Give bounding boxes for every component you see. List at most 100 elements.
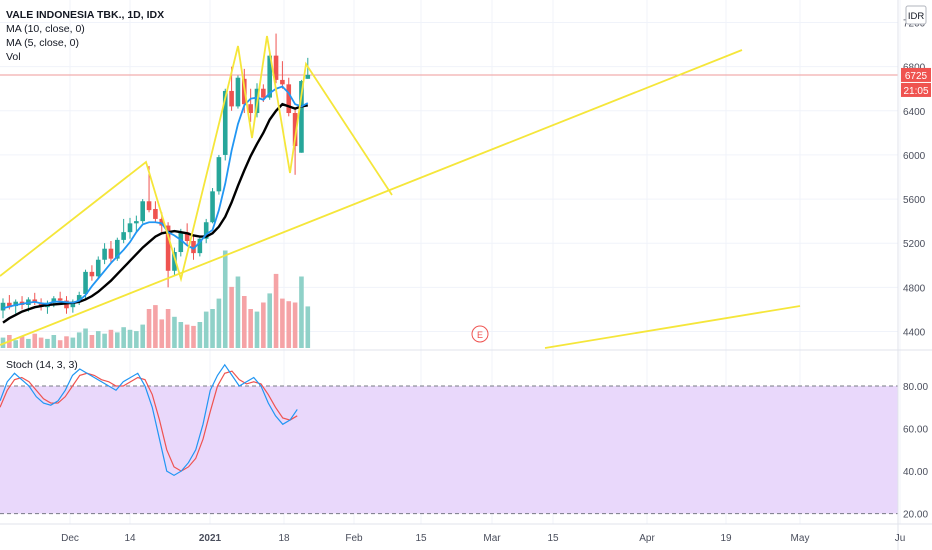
candle-body [197, 238, 203, 254]
volume-bar [153, 305, 158, 348]
volume-bar [191, 325, 196, 348]
time-tick-label: Feb [345, 533, 363, 544]
candle-body [95, 259, 101, 277]
candle-body [146, 201, 152, 211]
legend-ma5[interactable]: MA (5, close, 0) [6, 37, 79, 49]
candle-body [267, 55, 272, 98]
volume-bar [280, 298, 285, 348]
stoch-legend[interactable]: Stoch (14, 3, 3) [6, 359, 78, 371]
volume-bar [178, 322, 184, 348]
trendline-lower[interactable] [544, 305, 801, 349]
stoch-k-line [0, 363, 298, 477]
volume-bar [102, 333, 107, 348]
candle-body [140, 201, 145, 222]
volume-bar [210, 309, 215, 348]
volume-bar [76, 332, 82, 348]
volume-bar [127, 329, 133, 348]
ma-10-line [2, 102, 309, 324]
svg-text:21:05: 21:05 [903, 86, 928, 97]
time-tick-label: Mar [483, 533, 501, 544]
volume-bar [216, 298, 222, 348]
svg-text:IDR: IDR [908, 11, 925, 22]
time-tick-label: 15 [415, 533, 427, 544]
price-tick-label: 4400 [903, 327, 926, 338]
candle-body [70, 302, 76, 308]
candle-body [76, 295, 82, 302]
candle-body [115, 239, 120, 259]
price-axis[interactable]: 72006800640060005600520048004400 [903, 19, 926, 339]
time-tick-label: 14 [124, 533, 136, 544]
symbol-title[interactable]: VALE INDONESIA TBK., 1D, IDX [6, 9, 165, 21]
stoch-tick-label: 20.00 [903, 510, 928, 521]
price-tick-label: 6400 [903, 107, 926, 118]
zigzag-drawing[interactable] [0, 35, 393, 283]
svg-text:E: E [477, 330, 483, 340]
volume-bar [146, 309, 152, 348]
trendline-drawings[interactable] [0, 35, 801, 349]
volume-bar [70, 337, 76, 348]
candle-body [216, 157, 222, 192]
candle-body [280, 79, 285, 85]
volume-bar [51, 335, 57, 348]
candle-body [210, 191, 215, 223]
candlestick-series [0, 33, 311, 319]
currency-badge[interactable]: IDR [905, 5, 927, 25]
volume-bar [197, 322, 203, 348]
stoch-axis[interactable]: 80.00 60.00 40.00 20.00 [903, 382, 928, 521]
legend-vol[interactable]: Vol [6, 51, 21, 63]
volume-bar [115, 332, 120, 348]
candle-body [7, 302, 12, 308]
chart-legend: VALE INDONESIA TBK., 1D, IDX MA (10, clo… [6, 8, 164, 64]
candle-body [121, 232, 126, 240]
candle-body [127, 223, 133, 233]
time-tick-label: Ju [895, 533, 906, 544]
candle-body [165, 225, 171, 271]
volume-bar [229, 286, 234, 348]
time-axis[interactable]: Dec 14 2021 18 Feb 15 Mar 15 Apr 19 May Ju [61, 533, 905, 544]
candle-body [235, 77, 241, 107]
volume-bar [203, 311, 209, 348]
volume-bar [165, 309, 171, 348]
candle-body [83, 271, 88, 294]
volume-bar [89, 335, 95, 348]
candle-body [305, 74, 311, 79]
candle-body [89, 271, 95, 277]
time-tick-label: May [791, 533, 810, 544]
volume-bar [134, 331, 139, 348]
price-tick-label: 5200 [903, 239, 926, 250]
volume-bar [26, 338, 31, 348]
candle-body [229, 90, 234, 107]
volume-bar [235, 276, 241, 348]
candle-body [261, 88, 266, 98]
candle-body [292, 113, 298, 147]
volume-bar [32, 333, 38, 348]
volume-bar [57, 340, 63, 348]
stoch-tick-label: 60.00 [903, 425, 928, 436]
candle-body [102, 248, 107, 260]
earnings-marker[interactable]: E [471, 325, 489, 343]
volume-bar [248, 309, 253, 348]
volume-bar [45, 338, 50, 348]
trendline-upper[interactable] [0, 49, 743, 346]
candle-body [172, 252, 177, 271]
volume-bar [292, 302, 298, 348]
price-tick-label: 5600 [903, 195, 926, 206]
volume-bar [261, 302, 266, 348]
candle-body [203, 222, 209, 239]
volume-bar [273, 273, 279, 348]
volume-bar [83, 328, 88, 348]
stoch-tick-label: 40.00 [903, 467, 928, 478]
volume-bars [0, 250, 311, 348]
volume-bar [38, 337, 44, 348]
candle-body [191, 240, 196, 254]
volume-bar [184, 324, 190, 348]
time-tick-label: 15 [547, 533, 559, 544]
time-tick-label: Dec [61, 533, 79, 544]
volume-bar [267, 293, 272, 348]
volume-bar [242, 296, 247, 348]
svg-text:6725: 6725 [905, 71, 928, 82]
legend-ma10[interactable]: MA (10, close, 0) [6, 23, 85, 35]
candle-body [57, 298, 63, 301]
price-tick-label: 4800 [903, 283, 926, 294]
